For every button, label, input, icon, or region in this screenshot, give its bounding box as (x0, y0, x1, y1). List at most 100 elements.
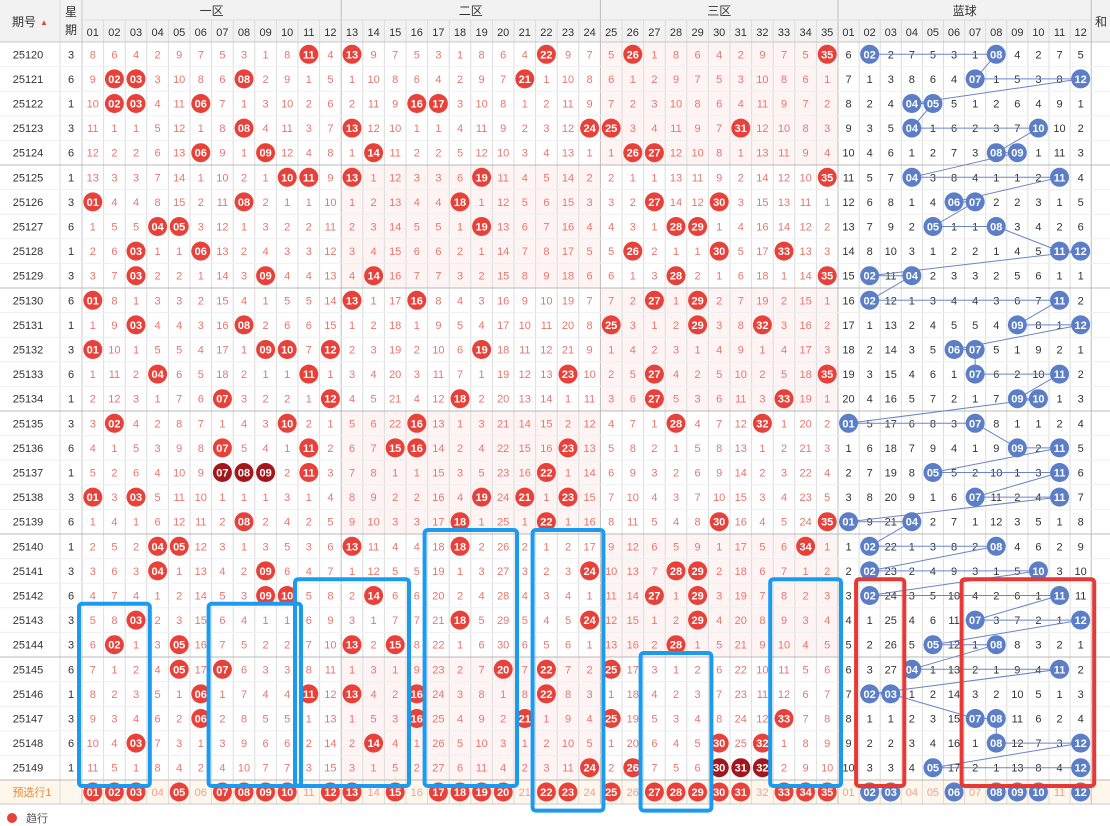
preselect-red-number: 30 (713, 787, 725, 799)
red-ball (342, 290, 362, 310)
red-number-header: 08 (238, 27, 250, 39)
red-omission-cell: 1 (198, 271, 204, 283)
blue-ball (839, 512, 859, 532)
red-omission-cell: 5 (133, 222, 139, 234)
blue-omission-cell: 3 (1056, 738, 1062, 750)
preselect-row[interactable]: 预选行1 01 02 03 04 05 06 07 08 09 10 11 12 13 14 15 16 17 1… (12, 782, 1091, 802)
red-number-header: 02 (108, 27, 120, 39)
red-omission-cell: 9 (543, 271, 549, 283)
red-omission-cell: 2 (133, 664, 139, 676)
red-omission-cell: 1 (824, 394, 830, 406)
blue-omission-cell: 3 (888, 74, 894, 86)
red-ball-number: 01 (87, 295, 99, 307)
blue-trend-link (869, 668, 1060, 695)
blue-omission-cell: 1 (1014, 418, 1020, 430)
red-ball-number: 09 (259, 345, 271, 357)
red-ball (364, 266, 384, 286)
red-ball-number: 27 (648, 394, 660, 406)
red-omission-cell: 3 (133, 566, 139, 578)
blue-omission-cell: 12 (1011, 738, 1023, 750)
red-omission-cell: 7 (543, 222, 549, 234)
preselect-blue-ball (944, 782, 964, 802)
blue-omission-cell: 4 (1035, 664, 1041, 676)
red-omission-cell: 11 (368, 541, 379, 553)
blue-omission-cell: 1 (1056, 517, 1062, 529)
red-omission-cell: 9 (565, 714, 571, 726)
red-omission-cell: 3 (198, 320, 204, 332)
red-omission-cell: 6 (522, 640, 528, 652)
red-omission-cell: 14 (216, 271, 228, 283)
red-ball (234, 192, 254, 212)
red-omission-cell: 6 (716, 394, 722, 406)
red-omission-cell: 7 (651, 566, 657, 578)
red-omission-cell: 19 (799, 394, 811, 406)
blue-ball (1050, 438, 1070, 458)
blue-omission-cell: 3 (930, 714, 936, 726)
red-omission-cell: 5 (392, 566, 398, 578)
week-cell: 6 (68, 222, 74, 234)
red-omission-cell: 5 (587, 738, 593, 750)
blue-ball-number: 02 (864, 591, 876, 603)
blue-ball (965, 364, 985, 384)
red-ball (169, 635, 189, 655)
red-omission-cell: 3 (695, 394, 701, 406)
blue-trend-lines (848, 53, 1081, 769)
red-number-header: 24 (583, 27, 595, 39)
red-omission-cell: 14 (562, 172, 574, 184)
red-omission-cell: 27 (432, 763, 444, 775)
blue-ball-number: 07 (969, 418, 981, 430)
red-omission-cell: 10 (475, 738, 487, 750)
red-omission-cell: 4 (479, 591, 485, 603)
red-ball (731, 758, 751, 778)
red-omission-cell: 7 (781, 49, 787, 61)
blue-omission-cell: 13 (885, 320, 897, 332)
red-ball-number: 27 (648, 148, 660, 160)
blue-omission-cell: 2 (888, 49, 894, 61)
red-omission-cell: 2 (716, 566, 722, 578)
red-omission-cell: 6 (695, 763, 701, 775)
red-omission-cell: 15 (497, 271, 509, 283)
red-omission-cell: 13 (627, 566, 639, 578)
red-ball-number: 30 (713, 517, 725, 529)
red-omission-cell: 7 (198, 418, 204, 430)
blue-omission-cell: 3 (909, 345, 915, 357)
red-omission-cell: 14 (670, 197, 682, 209)
red-omission-cell: 4 (111, 197, 117, 209)
red-ball-number: 19 (475, 492, 487, 504)
blue-ball-number: 06 (948, 197, 960, 209)
red-ball-number: 30 (713, 197, 725, 209)
blue-omission-cell: 3 (1035, 640, 1041, 652)
blue-omission-cell: 9 (1078, 541, 1084, 553)
sort-icon[interactable]: ▲ (40, 18, 48, 27)
red-omission-cell: 3 (198, 222, 204, 234)
red-omission-cell: 1 (371, 615, 377, 627)
red-omission-cell: 1 (349, 320, 355, 332)
red-omission-cell: 8 (435, 295, 441, 307)
red-omission-cell: 2 (263, 197, 269, 209)
blue-omission-cell: 7 (909, 443, 915, 455)
blue-omission-cell: 6 (1035, 714, 1041, 726)
red-ball (536, 512, 556, 532)
red-omission-cell: 7 (608, 295, 614, 307)
red-omission-cell: 24 (735, 714, 747, 726)
blue-omission-cell: 13 (842, 222, 854, 234)
red-ball (407, 684, 427, 704)
red-omission-cell: 1 (651, 320, 657, 332)
blue-omission-cell: 1 (1035, 418, 1041, 430)
red-omission-cell: 5 (155, 123, 161, 135)
red-omission-cell: 13 (389, 197, 401, 209)
red-ball (817, 44, 837, 64)
red-number-header: 12 (324, 27, 336, 39)
issue-column-header[interactable]: 期号 (12, 15, 36, 29)
blue-ball (1050, 463, 1070, 482)
blue-omission-cell: 2 (930, 517, 936, 529)
red-omission-cell: 1 (824, 541, 830, 553)
red-omission-cell: 1 (695, 640, 701, 652)
red-omission-cell: 2 (414, 763, 420, 775)
blue-omission-cell: 20 (842, 394, 854, 406)
red-omission-cell: 6 (543, 197, 549, 209)
red-omission-cell: 3 (263, 222, 269, 234)
expand-icon[interactable] (7, 813, 17, 823)
blue-ball (965, 340, 985, 359)
red-omission-cell: 2 (651, 246, 657, 258)
